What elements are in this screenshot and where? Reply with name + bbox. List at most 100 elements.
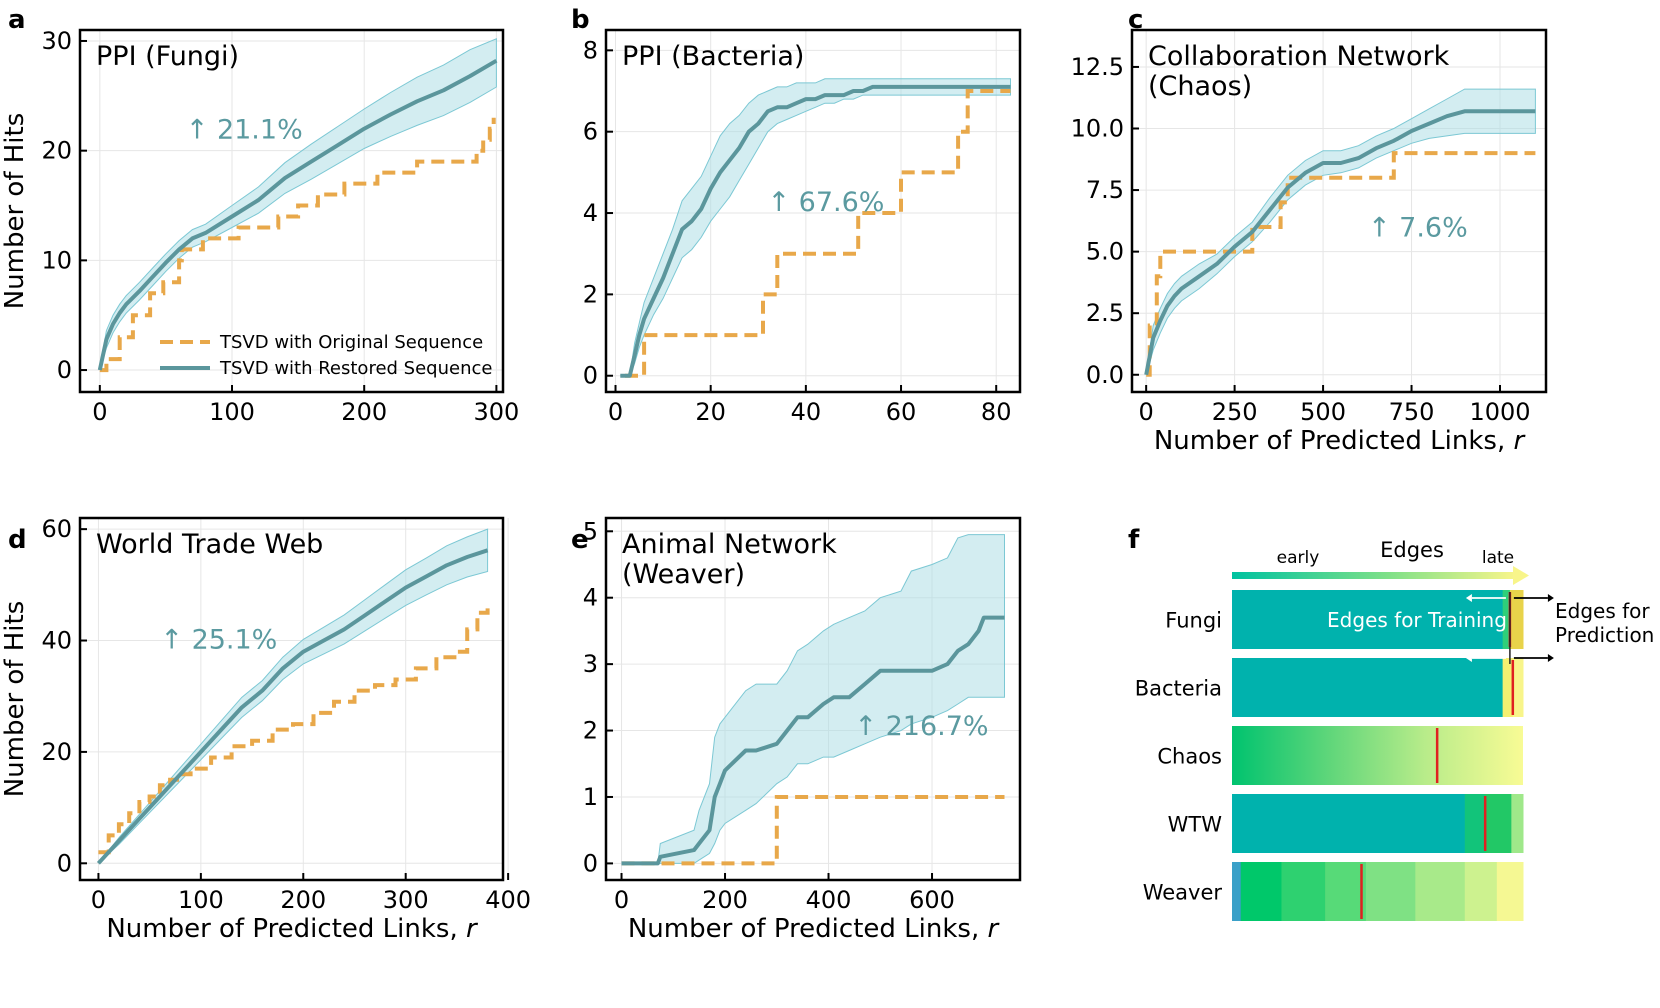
restored-confidence-band	[1145, 88, 1536, 375]
x-tick-label: 0	[91, 886, 106, 914]
restored-confidence-band	[620, 78, 1011, 377]
panel-letter-e: e	[571, 525, 589, 555]
training-prediction-annotation: Edges for Training Edges for Prediction	[1327, 592, 1654, 664]
edge-row: Bacteria	[1135, 658, 1524, 717]
panel-letter-c: c	[1128, 5, 1143, 35]
axes-frame	[78, 28, 505, 394]
legend-restored-label: TSVD with Restored Sequence	[219, 358, 492, 379]
panel-letter-b: b	[571, 5, 590, 35]
plot-area	[96, 528, 490, 865]
panel-title: Collaboration Network	[1148, 41, 1450, 72]
y-tick-label: 3	[583, 650, 598, 678]
edge-row-segment	[1281, 862, 1326, 921]
x-tick-label: 0	[92, 398, 107, 426]
y-tick-label: 0.0	[1086, 361, 1124, 389]
edges-header: Edges	[1380, 538, 1444, 562]
chart-panel-b: 0 20 40 60 80 0 2 4 6 8 PPI (Bacteria) ↑ 67.6%	[583, 28, 1022, 426]
edge-row-segment	[1232, 590, 1504, 649]
y-tick-label: 30	[41, 27, 72, 55]
edge-row-segment	[1232, 862, 1242, 921]
early-label: early	[1277, 548, 1320, 568]
edge-ordering-panel: early Edges late Fungi Bacteria Chaos WTW We…	[1135, 538, 1654, 921]
y-tick-label: 5	[583, 517, 598, 545]
x-tick-label: 0	[608, 398, 623, 426]
edge-row-bar	[1232, 726, 1523, 785]
chart-panel-d: 0 100 200 300 400 0 20 40 60 World Trade Web ↑ 25.…	[0, 515, 531, 944]
restored-sequence-line	[620, 84, 1011, 378]
y-tick-label: 2	[583, 717, 598, 745]
y-tick-label: 2.5	[1086, 299, 1124, 327]
x-tick-label: 600	[909, 886, 955, 914]
y-tick-label: 20	[41, 137, 72, 165]
prediction-arrow-head	[1547, 654, 1554, 662]
y-tick-label: 4	[583, 584, 598, 612]
plot-area	[1144, 88, 1536, 377]
y-tick-label: 1	[583, 783, 598, 811]
x-axis-label: Number of Predicted Links, r	[1154, 426, 1527, 456]
x-axis-label: Number of Predicted Links, r	[106, 914, 479, 944]
axes-frame	[604, 28, 1022, 394]
edge-row-segment	[1485, 794, 1512, 853]
edge-row-label: Chaos	[1157, 745, 1222, 769]
late-label: late	[1482, 548, 1514, 568]
x-tick-label: 250	[1212, 398, 1258, 426]
improvement-annotation: ↑ 25.1%	[160, 624, 277, 655]
edge-row-segment	[1415, 862, 1466, 921]
restored-sequence-line	[1144, 109, 1536, 376]
y-tick-label: 0	[57, 356, 72, 384]
x-tick-label: 400	[806, 886, 852, 914]
y-tick-label: 0	[583, 362, 598, 390]
y-tick-label: 5.0	[1086, 238, 1124, 266]
original-sequence-line	[625, 89, 1011, 378]
axes-frame	[604, 516, 1022, 882]
x-tick-label: 1000	[1469, 398, 1530, 426]
improvement-annotation: ↑ 216.7%	[854, 711, 988, 742]
restored-sequence-line	[97, 58, 498, 371]
x-tick-label: 0	[1139, 398, 1154, 426]
y-tick-label: 6	[583, 118, 598, 146]
x-axis-label: Number of Predicted Links, r	[628, 914, 1001, 944]
prediction-label-2: Prediction	[1555, 623, 1654, 647]
improvement-annotation: ↑ 7.6%	[1368, 212, 1468, 243]
x-tick-label: 300	[383, 886, 429, 914]
time-arrow	[1232, 566, 1529, 585]
x-tick-label: 60	[886, 398, 917, 426]
y-axis-label: Number of Hits	[0, 113, 30, 310]
y-tick-label: 4	[583, 199, 598, 227]
legend-original-label: TSVD with Original Sequence	[219, 332, 483, 353]
y-tick-label: 0	[57, 849, 72, 877]
edge-row-segment	[1240, 862, 1282, 921]
original-sequence-line	[99, 117, 496, 373]
edge-row: Chaos	[1157, 726, 1523, 785]
improvement-annotation: ↑ 21.1%	[186, 115, 303, 146]
y-tick-label: 8	[583, 36, 598, 64]
edge-row-segment	[1464, 794, 1486, 853]
x-tick-label: 100	[178, 886, 224, 914]
axes-frame	[78, 516, 505, 882]
edge-row-segment	[1464, 862, 1498, 921]
time-arrow-shaft	[1232, 572, 1515, 579]
edge-row-segment	[1502, 658, 1514, 717]
y-axis-label: Number of Hits	[0, 601, 30, 798]
edge-row-segment	[1502, 590, 1511, 649]
x-tick-label: 750	[1389, 398, 1435, 426]
panel-title: PPI (Bacteria)	[622, 41, 804, 72]
x-tick-label: 200	[280, 886, 326, 914]
x-tick-label: 100	[209, 398, 255, 426]
chart-panel-a: 0 100 200 300 0 10 20 30 PPI (Fungi) ↑ 21.1% Numbe…	[0, 27, 519, 426]
edge-row-label: Fungi	[1165, 609, 1222, 633]
improvement-annotation: ↑ 67.6%	[767, 187, 884, 218]
training-label: Edges for Training	[1327, 608, 1507, 632]
panel-title-line2: (Chaos)	[1148, 71, 1252, 102]
plot-area	[620, 78, 1011, 378]
panel-title: PPI (Fungi)	[96, 41, 239, 72]
panel-title: World Trade Web	[96, 529, 323, 560]
chart-panel-c: 0 250 500 750 1000 0.0 2.5 5.0 7.5 10.0 12.5 Collab…	[1071, 28, 1548, 456]
panel-letter-d: d	[8, 525, 27, 555]
x-tick-label: 300	[473, 398, 519, 426]
plot-area	[97, 38, 498, 373]
panel-letter-f: f	[1128, 525, 1140, 555]
prediction-arrow-head	[1547, 594, 1554, 602]
y-tick-label: 10	[41, 246, 72, 274]
